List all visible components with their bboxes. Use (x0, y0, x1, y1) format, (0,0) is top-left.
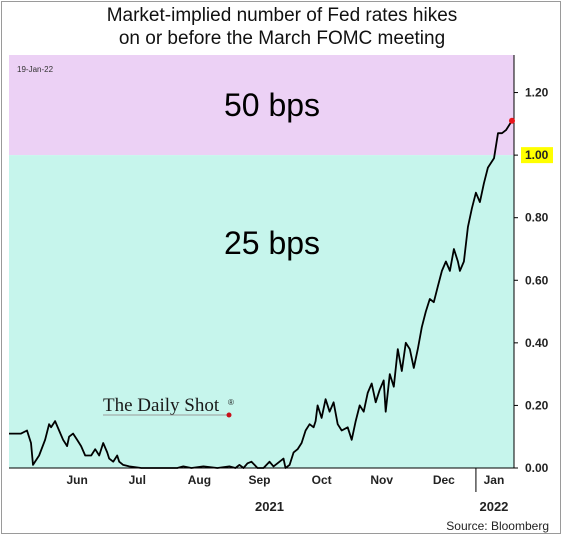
y-tick-label: 1.20 (525, 86, 549, 100)
daily-shot-logo: The Daily Shot ® (103, 395, 234, 418)
zone-label: 25 bps (224, 225, 320, 261)
x-tick-label: Aug (188, 473, 211, 487)
y-tick-label: 0.60 (525, 273, 549, 287)
y-tick-label: 0.80 (525, 211, 549, 225)
as-of-date: 19-Jan-22 (17, 65, 54, 74)
y-tick-label: 0.20 (525, 398, 549, 412)
series-layer (9, 117, 515, 469)
logo-text: The Daily Shot (103, 395, 220, 416)
y-tick-highlight (521, 147, 553, 164)
y-tick-label: 0.00 (525, 461, 549, 475)
source-note: Source: Bloomberg (446, 519, 549, 533)
x-tick-label: Jun (66, 473, 87, 487)
zone-bands (9, 55, 514, 468)
x-tick-label: Oct (312, 473, 332, 487)
zone-label: 50 bps (224, 87, 320, 123)
y-tick-label: 0.40 (525, 336, 549, 350)
zone-band (9, 55, 514, 156)
series-end-marker (508, 117, 515, 124)
x-year-label: 2022 (479, 499, 508, 514)
chart-title-line-1: Market-implied number of Fed rates hikes (106, 5, 458, 26)
chart-title-line-2: on or before the March FOMC meeting (118, 28, 446, 49)
x-tick-label: Jan (484, 473, 505, 487)
series-line (9, 120, 513, 469)
logo-dot (226, 412, 232, 418)
y-axis: 0.00 0.20 0.40 0.60 0.80 1.00 1.20 (513, 55, 553, 475)
zone-band (9, 155, 514, 468)
y-tick-label: 1.00 (525, 148, 549, 162)
x-tick-label: Sep (248, 473, 270, 487)
x-axis: Jun Jul Aug Sep Oct Nov Dec Jan 2021 2022 (9, 467, 514, 514)
zone-labels: 50 bps 25 bps (224, 87, 320, 261)
x-tick-label: Dec (433, 473, 455, 487)
x-tick-label: Jul (129, 473, 146, 487)
logo-registered-mark: ® (228, 398, 234, 407)
x-tick-label: Nov (370, 473, 393, 487)
x-year-label: 2021 (255, 499, 284, 514)
